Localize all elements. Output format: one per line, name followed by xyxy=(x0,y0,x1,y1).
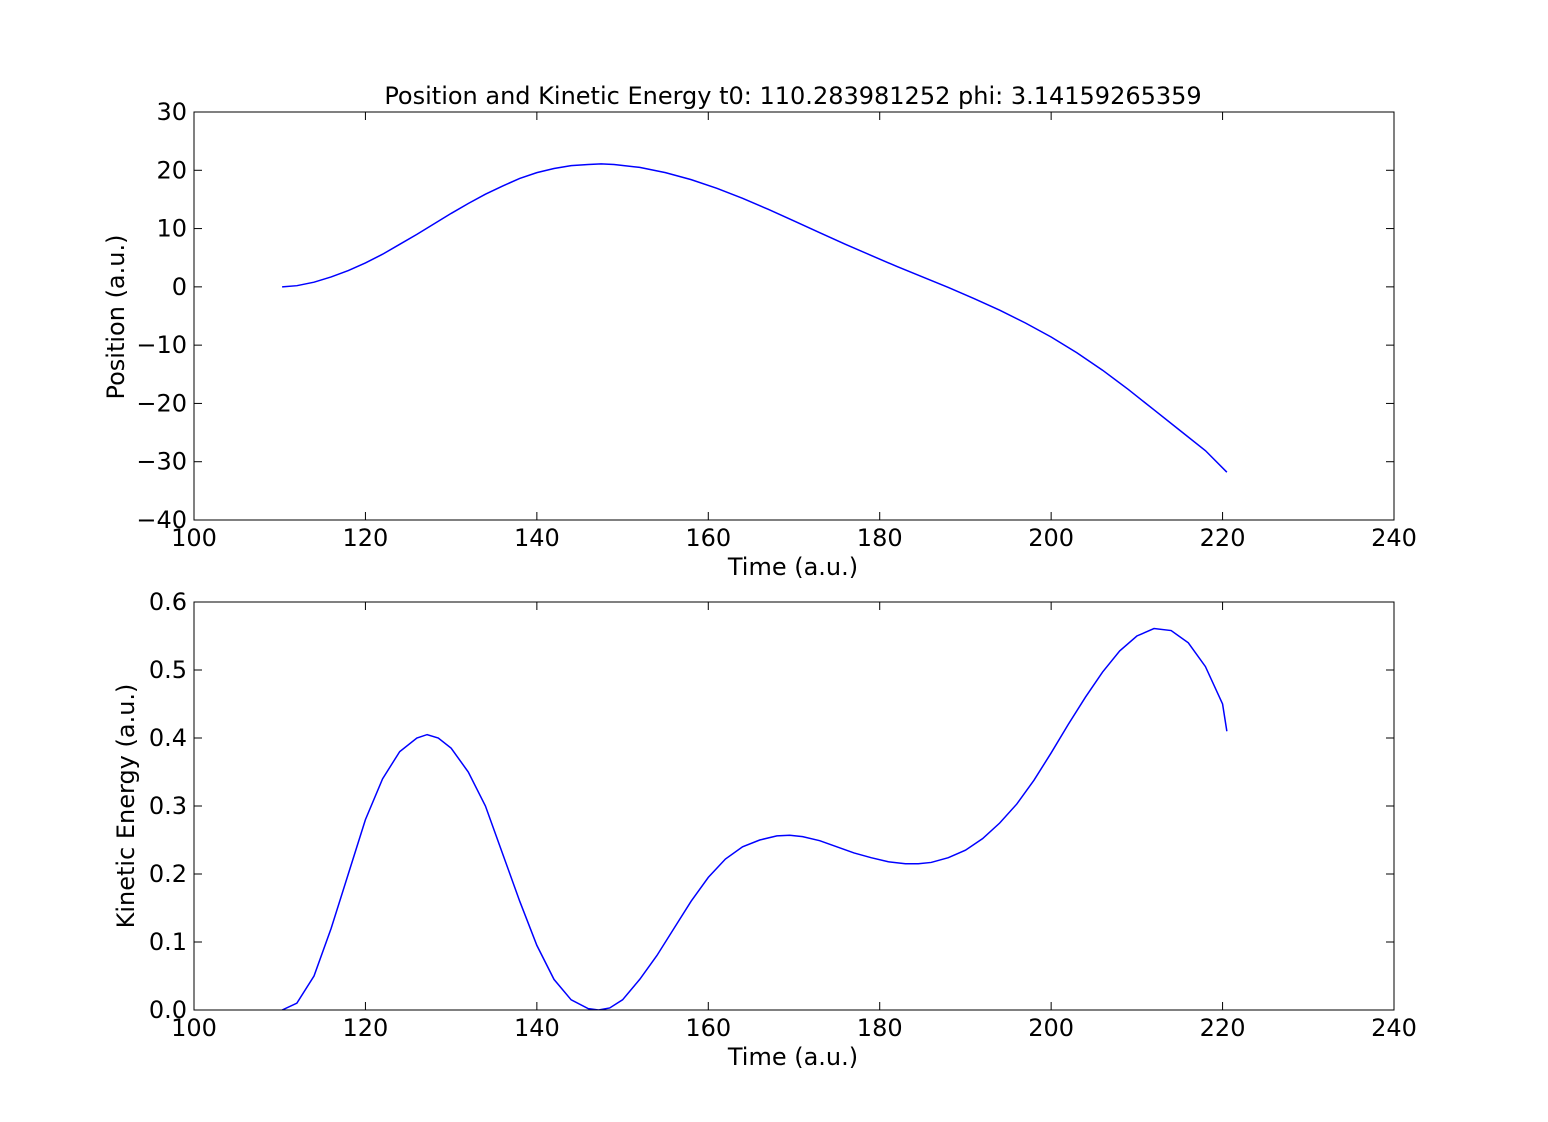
kinetic-energy-y-tick-label: 0.0 xyxy=(149,996,187,1024)
kinetic-energy-y-tick-label: 0.4 xyxy=(149,724,187,752)
position-x-tick-label: 200 xyxy=(1028,524,1074,552)
position-x-tick-label: 100 xyxy=(171,524,217,552)
kinetic-energy-x-tick-label: 180 xyxy=(857,1014,903,1042)
kinetic-energy-y-tick-label: 0.1 xyxy=(149,928,187,956)
kinetic-energy-x-tick-label: 240 xyxy=(1371,1014,1417,1042)
position-x-tick-label: 240 xyxy=(1371,524,1417,552)
kinetic-energy-axes-frame xyxy=(193,601,1395,1011)
kinetic-energy-x-tick-label: 160 xyxy=(685,1014,731,1042)
kinetic-energy-x-tick-label: 120 xyxy=(343,1014,389,1042)
position-x-tick-label: 140 xyxy=(514,524,560,552)
kinetic-energy-y-tick-label: 0.5 xyxy=(149,656,187,684)
position-y-tick-label: −40 xyxy=(136,506,187,534)
position-plot-area: 100 120 140 160 180 200 220 2403020100−10−20−30… xyxy=(136,98,1417,552)
position-panel: Position and Kinetic Energy t0: 110.2839… xyxy=(102,82,1417,581)
kinetic-energy-y-tick-label: 0.2 xyxy=(149,860,187,888)
position-y-tick-label: −20 xyxy=(136,389,187,417)
position-y-tick-label: 10 xyxy=(156,215,187,243)
kinetic-energy-panel: 100 120 140 160 180 200 220 240 0.6 0.5 0.4 0.3 0.2 0… xyxy=(112,588,1417,1071)
position-y-tick-label: −10 xyxy=(136,331,187,359)
kinetic-energy-x-axis-label: Time (a.u.) xyxy=(727,1043,858,1071)
position-y-tick-label: 20 xyxy=(156,156,187,184)
kinetic-energy-x-tick-label: 200 xyxy=(1028,1014,1074,1042)
position-y-tick-label: −30 xyxy=(136,448,187,476)
position-axes-frame xyxy=(193,111,1395,521)
kinetic-energy-x-tick-label: 100 xyxy=(171,1014,217,1042)
position-x-tick-label: 160 xyxy=(685,524,731,552)
position-series-line xyxy=(282,163,1228,473)
kinetic-energy-x-tick-label: 220 xyxy=(1200,1014,1246,1042)
position-x-axis-label: Time (a.u.) xyxy=(727,553,858,581)
position-x-tick-label: 120 xyxy=(343,524,389,552)
kinetic-energy-y-tick-label: 0.6 xyxy=(149,588,187,616)
kinetic-energy-plot-area: 100 120 140 160 180 200 220 240 0.6 0.5 0.4 0.3 0.2 0… xyxy=(149,588,1417,1042)
kinetic-energy-y-axis-label: Kinetic Energy (a.u.) xyxy=(112,684,140,929)
position-y-axis-label: Position (a.u.) xyxy=(102,235,130,400)
position-x-tick-label: 220 xyxy=(1200,524,1246,552)
position-y-tick-label: 0 xyxy=(172,273,187,301)
kinetic-energy-series-line xyxy=(281,627,1228,1010)
position-y-tick-label: 30 xyxy=(156,98,187,126)
kinetic-energy-y-tick-label: 0.3 xyxy=(149,792,187,820)
chart-title: Position and Kinetic Energy t0: 110.2839… xyxy=(384,82,1201,110)
kinetic-energy-x-tick-label: 140 xyxy=(514,1014,560,1042)
position-x-tick-label: 180 xyxy=(857,524,903,552)
